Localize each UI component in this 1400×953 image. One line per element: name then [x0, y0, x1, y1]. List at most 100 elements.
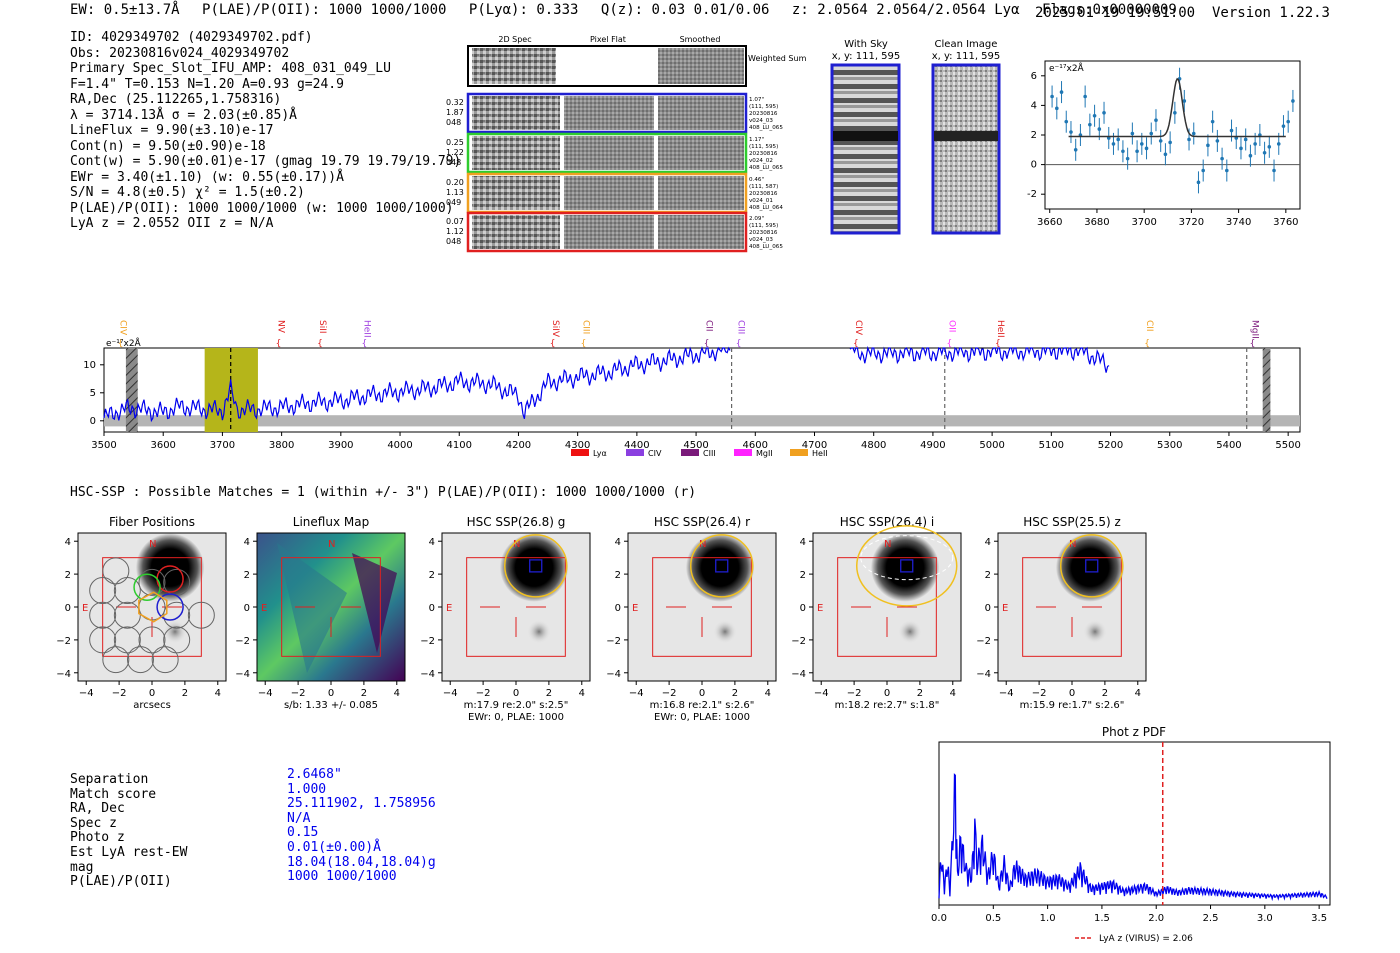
hsc-compass-n: N [699, 539, 706, 550]
hsc-catalog-square [715, 559, 729, 573]
match-value: 18.04(18.04,18.04)g [287, 854, 436, 870]
hsc-panel-title: HSC SSP(26.4) r [654, 515, 750, 529]
cutout-title-smoothed: Smoothed [680, 35, 721, 44]
hsc-xtick-label: −2 [112, 688, 127, 699]
hsc-panel-title: HSC SSP(26.8) g [467, 515, 566, 529]
hsc-bright-source [686, 533, 755, 602]
spectrum-line [103, 346, 731, 423]
line-fit-point [1149, 131, 1154, 136]
hsc-compass-e: E [446, 603, 452, 614]
spectrum-emission-label: CIV [118, 320, 128, 336]
spectrum-ylabel: e⁻¹⁷x2Å [106, 337, 142, 349]
line-fit-point [1140, 142, 1144, 146]
clean-image-coords: x, y: 111, 595 [932, 51, 1001, 62]
line-fit-xtick-label: 3680 [1084, 217, 1109, 228]
line-fit-point [1206, 143, 1210, 148]
spectrum-legend-swatch [681, 449, 699, 456]
hsc-xtick-label: −4 [814, 688, 829, 699]
fiber-circle [138, 568, 166, 596]
hsc-xtick-label: 4 [1135, 688, 1141, 699]
hsc-xtick-label: 2 [361, 688, 367, 699]
hsc-xtick-label: 4 [579, 688, 585, 699]
spectrum-legend-label: MgII [756, 449, 773, 458]
hsc-faint-source [1083, 619, 1108, 644]
hsc-match-ellipse [503, 534, 568, 598]
hsc-panel: HSC SSP(26.8) g N E 4 2 0 −2 −4 −4 −2 0 2 4 m:17.9 re… [420, 515, 591, 723]
cutout-right-label: 20230816 [749, 111, 778, 117]
info-line: LineFlux = 9.90(±3.10)e-17 [70, 123, 274, 138]
spectrum-legend-swatch [626, 449, 644, 456]
hsc-panel-caption: m:17.9 re:2.0" s:2.5" [464, 700, 569, 711]
line-fit-point [1097, 127, 1102, 131]
match-label: Separation [70, 772, 149, 787]
header-z: z: 2.0564 2.0564/2.0564 Lyα [791, 2, 1020, 18]
spectrum-xtick-label: 4400 [624, 440, 649, 451]
spectrum-line-tail [849, 345, 1110, 373]
spectrum-emission-label: MgII [1250, 320, 1260, 339]
photz-frame [938, 741, 1331, 906]
hsc-ytick-label: 0 [65, 603, 71, 614]
spectrum-xtick-label: 4300 [565, 440, 590, 451]
spectrum-emission-label: CIII [736, 320, 746, 334]
cutout-right-label: 408_LU_065 [749, 165, 783, 171]
spectrum-emission-tick: { [581, 339, 587, 349]
hsc-ytick-label: −4 [56, 669, 71, 680]
line-fit-point [1050, 94, 1054, 99]
match-label: P(LAE)/P(OII) [70, 874, 172, 890]
hsc-xtick-label: −4 [629, 688, 644, 699]
hsc-compass-e: E [261, 603, 267, 614]
datestamp: 2025-01-19 19:51:00 Version 1.22.3 [1035, 5, 1330, 21]
hsc-aperture-square [652, 557, 752, 657]
cutout-left-label: 1.12 [446, 227, 464, 236]
photz-curve [938, 773, 1328, 902]
lineflux-map-patch [277, 543, 347, 673]
hsc-ytick-label: 0 [615, 603, 621, 614]
hsc-panel-caption: arcsecs [133, 700, 171, 711]
spectrum-legend-label: HeII [812, 449, 828, 458]
line-fit-ticks: 3660 3680 3700 3720 3740 3760 6 4 2 0 -2 [1027, 71, 1300, 228]
spectrum-legend-swatch [734, 449, 752, 456]
line-fit-xtick-label: 3760 [1273, 217, 1298, 228]
line-fit-point [1102, 111, 1106, 115]
spectrum-emission-label: CIV [853, 320, 863, 336]
hsc-xtick-label: 4 [394, 688, 400, 699]
line-fit-point [1187, 137, 1191, 142]
hsc-match-ellipse [689, 534, 754, 598]
line-fit-point [1248, 153, 1253, 158]
line-fit-point [1201, 168, 1205, 173]
cutout-right-label: (111, 595) [749, 144, 778, 150]
header-plya: P(Lyα): 0.333 [468, 2, 579, 18]
clean-image-trace [934, 131, 998, 141]
hsc-catalog-square [529, 559, 543, 573]
info-line: ID: 4029349702 (4029349702.pdf) [70, 30, 313, 45]
cutout-left-label: 0.07 [446, 217, 464, 226]
spectrum-emission-label: HeII [995, 320, 1005, 338]
cutout-2d [472, 215, 560, 249]
line-fit-point [1116, 137, 1120, 142]
hsc-ytick-label: 0 [429, 603, 435, 614]
hsc-xtick-label: 2 [1102, 688, 1108, 699]
line-fit-xtick-label: 3660 [1037, 217, 1062, 228]
detection-info: ID: 4029349702 (4029349702.pdf) Obs: 202… [70, 30, 461, 232]
cutout-right-label: 408_LU_065 [749, 125, 783, 131]
weighted-sum-2d [472, 48, 556, 84]
line-fit-ytick-label: -2 [1027, 189, 1037, 200]
photz-xtick-label: 3.5 [1311, 913, 1327, 924]
hsc-bright-source [500, 533, 569, 602]
spectrum-emission-label: CII [704, 320, 714, 332]
line-fit-ylabel: e⁻¹⁷x2Å [1049, 62, 1085, 74]
info-line: RA,Dec (25.112265,1.758316) [70, 92, 282, 107]
spectrum-emission-tick: { [276, 339, 282, 349]
fiber-circle [187, 601, 215, 629]
cutout-left-label: 0.20 [446, 178, 464, 187]
line-fit-point [1158, 139, 1163, 143]
spectrum-xtick-label: 4000 [387, 440, 412, 451]
weighted-sum-text: Weighted Sum [748, 54, 807, 63]
line-fit-point [1144, 146, 1149, 151]
hsc-xtick-label: −2 [662, 688, 677, 699]
line-fit-point [1267, 145, 1272, 149]
spectrum-emission-label: CIII [581, 320, 591, 334]
hsc-compass-n: N [884, 539, 891, 550]
